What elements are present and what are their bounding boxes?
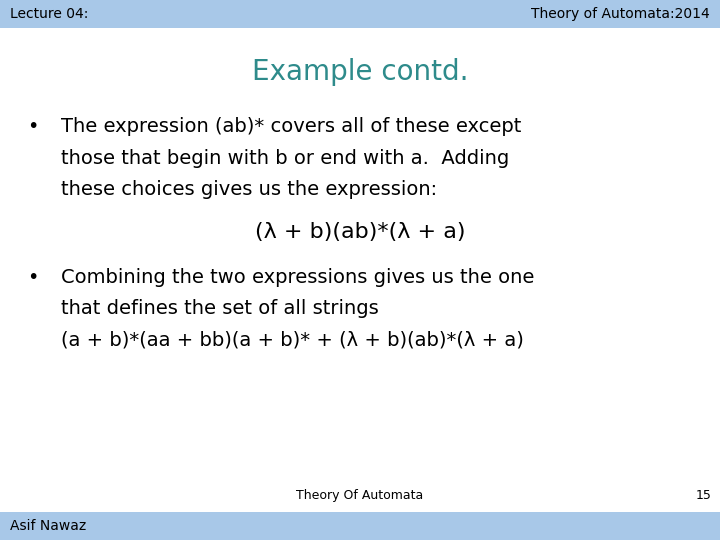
Text: Theory Of Automata: Theory Of Automata — [297, 489, 423, 502]
Text: •: • — [27, 268, 39, 287]
Bar — [0, 512, 720, 540]
Text: 15: 15 — [696, 489, 711, 502]
Text: Asif Nawaz: Asif Nawaz — [10, 519, 86, 533]
Text: The expression (ab)* covers all of these except: The expression (ab)* covers all of these… — [61, 117, 521, 136]
Bar — [0, 0, 720, 28]
Text: (a + b)*(aa + bb)(a + b)* + (λ + b)(ab)*(λ + a): (a + b)*(aa + bb)(a + b)* + (λ + b)(ab)*… — [61, 330, 524, 349]
Text: (λ + b)(ab)*(λ + a): (λ + b)(ab)*(λ + a) — [255, 222, 465, 242]
Text: •: • — [27, 117, 39, 136]
Text: Example contd.: Example contd. — [252, 58, 468, 86]
Text: that defines the set of all strings: that defines the set of all strings — [61, 299, 379, 318]
Text: these choices gives us the expression:: these choices gives us the expression: — [61, 180, 437, 199]
Text: Theory of Automata:2014: Theory of Automata:2014 — [531, 7, 710, 21]
Text: Lecture 04:: Lecture 04: — [10, 7, 89, 21]
Text: those that begin with b or end with a.  Adding: those that begin with b or end with a. A… — [61, 148, 510, 167]
Text: Combining the two expressions gives us the one: Combining the two expressions gives us t… — [61, 268, 534, 287]
